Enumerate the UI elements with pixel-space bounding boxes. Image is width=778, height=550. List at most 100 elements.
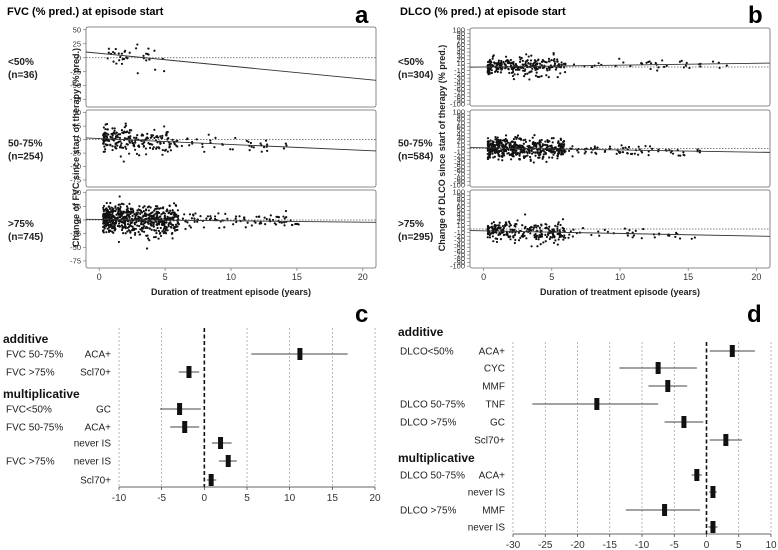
estimate-marker (681, 416, 687, 428)
data-point (551, 141, 554, 144)
y-tick-label: -50 (70, 162, 81, 171)
data-point (544, 233, 547, 236)
data-point (517, 144, 520, 147)
group-n-label: (n=584) (398, 152, 433, 163)
data-point (111, 213, 114, 216)
data-point (571, 145, 574, 148)
data-point (637, 145, 640, 148)
data-point (171, 138, 174, 141)
data-point (205, 217, 208, 220)
y-tick-label: 70 (457, 37, 465, 46)
data-point (107, 51, 110, 54)
data-point (532, 226, 536, 229)
data-point (148, 214, 151, 217)
data-point (136, 72, 139, 75)
data-point (114, 205, 117, 208)
data-point (532, 141, 535, 144)
data-point (158, 211, 161, 215)
data-point (678, 237, 682, 240)
data-point (535, 66, 538, 69)
data-point (265, 217, 268, 221)
data-point (567, 149, 571, 153)
data-point (117, 52, 120, 55)
data-point (153, 136, 156, 140)
data-point (136, 43, 139, 46)
data-point (249, 141, 252, 145)
data-point (141, 230, 144, 233)
data-point (174, 214, 177, 218)
data-point (548, 60, 551, 63)
data-point (155, 134, 159, 138)
data-point (224, 212, 227, 215)
data-point (164, 232, 168, 235)
data-point (147, 47, 150, 50)
data-point (534, 151, 537, 154)
data-point (530, 225, 533, 229)
y-tick-label: 25 (73, 202, 81, 211)
data-point (544, 152, 547, 155)
estimate-marker (208, 474, 214, 486)
data-point (510, 145, 513, 148)
data-point (496, 140, 499, 143)
data-point (550, 145, 553, 148)
data-point (209, 217, 213, 220)
data-point (110, 132, 113, 136)
data-point (185, 138, 189, 141)
data-point (640, 237, 643, 240)
data-point (538, 156, 541, 159)
y-tick-label: 25 (73, 122, 81, 131)
y-tick-label: -100 (450, 262, 465, 271)
y-tick-label: 90 (457, 111, 465, 120)
forest-row: MMF (482, 380, 688, 393)
x-tick-label: 5 (736, 540, 742, 550)
data-point (113, 52, 116, 55)
panel-a: FVC (% pred.) at episode start a50250-25-… (7, 2, 377, 297)
data-point (508, 222, 511, 225)
y-tick-label: 70 (457, 118, 465, 127)
data-point (522, 145, 525, 149)
data-point (563, 70, 567, 74)
data-point (547, 57, 551, 60)
data-point (116, 217, 119, 220)
data-point (562, 227, 566, 230)
data-point (556, 157, 559, 160)
data-point (143, 230, 146, 233)
data-point (512, 61, 515, 64)
data-point (143, 225, 146, 228)
data-point (510, 67, 513, 71)
data-point (125, 208, 128, 212)
data-point (509, 238, 512, 241)
estimate-marker (218, 437, 224, 449)
data-point (139, 212, 142, 215)
data-point (499, 71, 502, 74)
y-tick-label: 10 (457, 59, 465, 68)
row-group-label: DLCO<50% (400, 347, 454, 358)
data-point (593, 145, 596, 148)
data-point (108, 207, 112, 210)
data-point (542, 241, 545, 244)
data-point (503, 149, 506, 152)
data-point (102, 126, 105, 129)
data-point (682, 151, 685, 154)
data-point (142, 54, 145, 57)
y-tick-label: 90 (457, 191, 465, 200)
data-point (521, 69, 525, 72)
data-point (486, 137, 490, 140)
data-point (504, 63, 507, 66)
data-point (521, 59, 524, 62)
data-point (176, 209, 180, 212)
data-point (112, 207, 115, 210)
y-tick-label: -20 (454, 151, 465, 160)
data-point (560, 142, 563, 145)
data-point (682, 66, 686, 69)
data-point (167, 211, 170, 215)
data-point (530, 149, 533, 153)
data-point (102, 215, 105, 218)
data-point (519, 151, 522, 154)
data-point (146, 237, 150, 240)
data-point (632, 234, 636, 237)
data-point (168, 216, 172, 219)
data-point (259, 221, 262, 224)
data-point (125, 205, 129, 208)
data-point (232, 223, 235, 226)
